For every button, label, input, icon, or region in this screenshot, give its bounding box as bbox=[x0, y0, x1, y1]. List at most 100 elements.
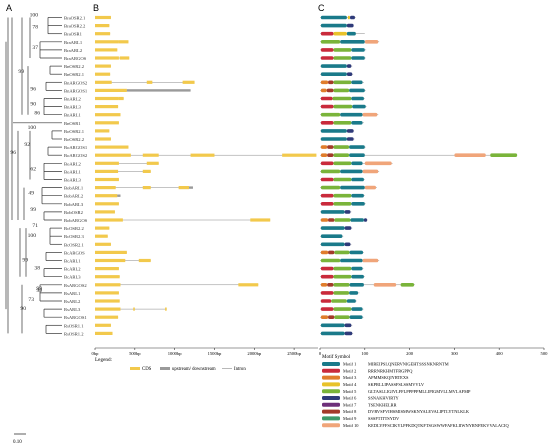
motif-block bbox=[349, 88, 365, 93]
motif-block bbox=[344, 331, 353, 336]
motif-block bbox=[346, 129, 354, 133]
motif-legend-swatch bbox=[322, 368, 340, 373]
motif-block bbox=[333, 274, 352, 279]
motif-block bbox=[328, 80, 334, 85]
motif-legend-name: Motif 5 bbox=[343, 389, 357, 394]
motif-block bbox=[320, 323, 345, 328]
cds-block bbox=[95, 218, 123, 222]
cds-block bbox=[95, 250, 127, 254]
cds-block bbox=[118, 96, 124, 101]
gene-label: RsARL1 bbox=[64, 291, 81, 296]
gene-label: RsARGOS2 bbox=[64, 283, 87, 288]
motif-block bbox=[328, 218, 335, 222]
gene-label: BobARGOS bbox=[64, 218, 88, 223]
cds-block bbox=[95, 307, 121, 311]
motif-block bbox=[320, 56, 334, 60]
motif-block bbox=[349, 315, 363, 319]
cds-block bbox=[178, 186, 189, 190]
motif-block bbox=[351, 193, 364, 198]
gene-label: RsOSR1.2 bbox=[64, 331, 84, 336]
motif-block bbox=[326, 88, 334, 93]
gene-label: BnARL3 bbox=[64, 105, 82, 110]
motif-legend-name: Motif 10 bbox=[343, 423, 359, 428]
motif-block bbox=[320, 31, 334, 36]
motif-block bbox=[364, 40, 379, 44]
cds-block bbox=[95, 186, 116, 190]
motif-legend-title: Motif Symbol bbox=[322, 355, 351, 360]
cds-block bbox=[95, 242, 111, 246]
cds-block bbox=[95, 331, 113, 335]
bootstrap-value: 99 bbox=[18, 69, 24, 75]
motif-block bbox=[320, 299, 332, 303]
motif-block bbox=[351, 274, 364, 279]
cds-block bbox=[142, 153, 159, 157]
cds-block bbox=[95, 88, 127, 92]
gene-label: BnOSR1 bbox=[64, 121, 81, 126]
motif-block bbox=[320, 226, 345, 230]
gene-label: BobOSR2 bbox=[64, 210, 84, 215]
motif-block bbox=[328, 315, 335, 319]
bootstrap-value: 100 bbox=[28, 233, 37, 239]
cds-block bbox=[95, 226, 110, 230]
panel-label-c: C bbox=[318, 3, 325, 13]
motif-block bbox=[351, 177, 364, 182]
bootstrap-value: 96 bbox=[30, 86, 36, 92]
motif-legend-swatch bbox=[322, 362, 340, 366]
motif-block bbox=[340, 258, 363, 263]
gene-label: BraOSR2.2 bbox=[64, 24, 86, 29]
motif-axis-tick-label: 500 bbox=[541, 351, 549, 356]
motif-block bbox=[364, 185, 376, 190]
motif-block bbox=[320, 266, 334, 271]
bootstrap-value: 37 bbox=[32, 45, 38, 51]
gene-axis-tick-label: 1500bp bbox=[208, 351, 222, 356]
bootstrap-value: 99 bbox=[36, 286, 42, 292]
motif-block bbox=[333, 266, 352, 271]
phylogenetic-tree-panel: A BraOSR2.1 BraOSR2.2 BraOSR1 BraARL1 BraARL2… bbox=[5, 3, 88, 445]
motif-legend-seq: GLTASLLIGIVLFFLPPPPPMLLIPIGMVLLMVLAFMP bbox=[368, 389, 471, 394]
motif-block bbox=[351, 48, 365, 52]
motif-legend-name: Motif 4 bbox=[343, 382, 357, 387]
legend-utr-label: upstream/ downstream bbox=[172, 367, 216, 372]
cds-block bbox=[95, 323, 111, 327]
motif-legend-swatch bbox=[322, 402, 340, 407]
cds-block bbox=[95, 129, 110, 133]
cds-block bbox=[95, 291, 119, 295]
utr-block bbox=[117, 194, 121, 197]
motif-block bbox=[340, 185, 365, 190]
cds-block bbox=[95, 137, 111, 141]
motif-legend-name: Motif 3 bbox=[343, 375, 357, 380]
motif-block bbox=[320, 169, 341, 174]
motif-block bbox=[320, 283, 328, 287]
motif-panel: C 0 100 200 300 400 500 Motif Symbol Motif 1 MIRE… bbox=[318, 3, 548, 428]
bootstrap-value: 100 bbox=[30, 13, 39, 19]
cds-block bbox=[95, 40, 119, 44]
motif-block bbox=[327, 283, 334, 287]
motif-block bbox=[333, 80, 352, 85]
motif-block bbox=[373, 283, 397, 287]
motif-block bbox=[344, 242, 351, 247]
motif-block bbox=[333, 31, 347, 36]
motif-block bbox=[351, 96, 364, 101]
motif-legend-swatch bbox=[322, 389, 340, 394]
motif-block bbox=[351, 121, 363, 125]
bootstrap-value: 92 bbox=[24, 142, 30, 148]
gene-structure-panel: B 0bp 500bp 1000bp 1500bp 2000bp 2500bp Legend:… bbox=[92, 3, 318, 372]
motif-block bbox=[334, 250, 350, 255]
motif-legend-seq: KEDLYFFSCIKYLPFKDQTKFTSGSWWFAFKLIIWNYRNF… bbox=[368, 423, 509, 428]
motif-legend-name: Motif 2 bbox=[343, 368, 356, 373]
motif-block bbox=[320, 23, 347, 28]
motif-block bbox=[350, 15, 355, 20]
gene-label: BnARL1 bbox=[64, 113, 82, 118]
motif-block bbox=[320, 129, 347, 133]
motif-block bbox=[320, 72, 347, 76]
motif-block bbox=[320, 315, 329, 319]
motif-block bbox=[320, 104, 334, 109]
motif-block bbox=[320, 88, 327, 93]
gene-label: BcOSR2.3 bbox=[64, 234, 84, 239]
gene-label: RsARL2 bbox=[64, 299, 81, 304]
motif-block bbox=[347, 15, 351, 20]
gene-axis-tick-label: 2000bp bbox=[247, 351, 261, 356]
motif-block bbox=[320, 291, 334, 295]
motif-block bbox=[454, 153, 486, 157]
motif-block bbox=[351, 80, 363, 85]
